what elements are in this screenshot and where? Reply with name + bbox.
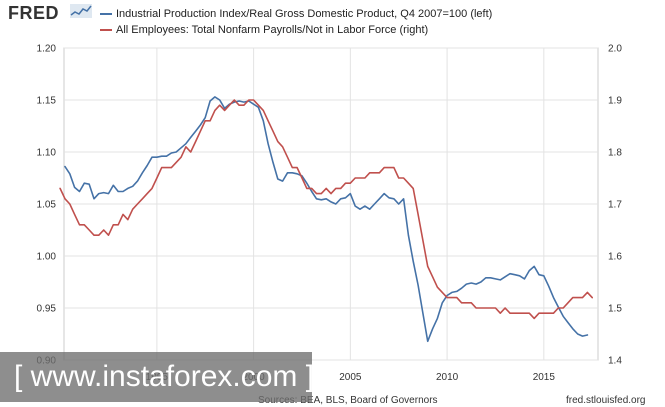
watermark-text: [ www.instaforex.com ] <box>14 360 315 393</box>
left-tick-label: 1.10 <box>37 148 57 159</box>
chart-header: FRED Industrial Production Index/Real Gr… <box>0 0 665 40</box>
series-line-payrolls <box>59 99 594 320</box>
legend-label-production: Industrial Production Index/Real Gross D… <box>116 8 493 20</box>
watermark-banner: [ www.instaforex.com ] <box>0 352 315 402</box>
legend-entry-production[interactable]: Industrial Production Index/Real Gross D… <box>100 8 492 20</box>
fred-logo[interactable]: FRED <box>8 3 59 23</box>
fred-logo-graph-icon <box>70 4 92 18</box>
series-line-production <box>64 96 589 343</box>
series-layer <box>59 96 594 343</box>
right-axis-ticks: 1.4 1.5 1.6 1.7 1.8 1.9 2.0 <box>608 44 622 367</box>
legend-swatch-payrolls <box>100 29 112 32</box>
left-tick-label: 1.15 <box>37 96 57 107</box>
source-caption: Sources: BEA, BLS, Board of Governors <box>258 395 438 406</box>
legend-label-payrolls: All Employees: Total Nonfarm Payrolls/No… <box>116 24 429 36</box>
source-url-link[interactable]: fred.stlouisfed.org <box>566 395 646 406</box>
legend-entry-payrolls[interactable]: All Employees: Total Nonfarm Payrolls/No… <box>100 24 428 36</box>
right-tick-label: 1.4 <box>608 356 622 367</box>
left-tick-label: 1.05 <box>37 200 57 211</box>
right-tick-label: 1.7 <box>608 200 622 211</box>
left-tick-label: 1.20 <box>37 44 57 55</box>
left-tick-label: 1.00 <box>37 252 57 263</box>
vertical-grid <box>156 48 545 360</box>
right-tick-label: 2.0 <box>608 44 622 55</box>
right-tick-label: 1.6 <box>608 252 622 263</box>
legend-swatch-production <box>100 13 112 16</box>
right-tick-label: 1.9 <box>608 96 622 107</box>
right-tick-label: 1.8 <box>608 148 622 159</box>
x-tick-label: 2005 <box>339 372 362 383</box>
x-tick-label: 2015 <box>533 372 556 383</box>
left-axis-ticks: 0.900.951.001.051.101.151.20 <box>37 44 57 367</box>
x-tick-label: 2010 <box>436 372 459 383</box>
right-tick-label: 1.5 <box>608 304 622 315</box>
left-tick-label: 0.95 <box>37 304 57 315</box>
